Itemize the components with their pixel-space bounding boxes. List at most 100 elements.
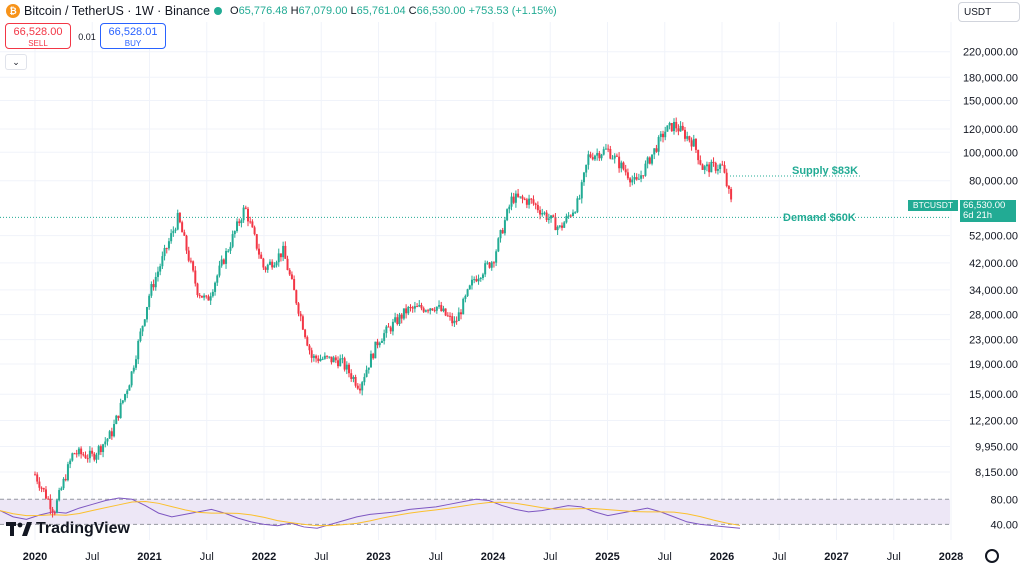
candle-body	[214, 282, 217, 292]
tradingview-logo[interactable]: TradingView	[6, 519, 130, 539]
candle-body	[550, 215, 553, 219]
candle-body	[268, 261, 271, 265]
candle-body	[701, 164, 704, 170]
candle-body	[389, 327, 392, 332]
chevron-down-icon[interactable]: ⌄	[5, 54, 27, 70]
candle-body	[361, 382, 364, 391]
gear-icon[interactable]	[985, 549, 999, 563]
rsi-tick-label: 80.00	[990, 494, 1018, 506]
candle-body	[514, 193, 517, 203]
candle-body	[624, 169, 627, 173]
price-tick-label: 19,000.00	[969, 359, 1018, 371]
candle-body	[91, 450, 94, 454]
open-value: 65,776.48	[238, 5, 288, 17]
candle-body	[156, 271, 159, 277]
candle-body	[55, 500, 58, 513]
candle-body	[620, 162, 623, 169]
price-tick-label: 9,950.00	[975, 442, 1018, 454]
candle-body	[145, 307, 148, 320]
candle-body	[367, 367, 370, 370]
candle-body	[675, 121, 678, 129]
candle-body	[75, 453, 78, 455]
sell-button[interactable]: 66,528.00 SELL	[5, 23, 71, 49]
candle-body	[293, 279, 296, 291]
candle-body	[508, 206, 511, 210]
candle-body	[167, 241, 170, 249]
spread-value: 0.01	[78, 32, 96, 42]
high-label: H	[290, 5, 299, 17]
candle-body	[64, 478, 67, 481]
candle-body	[633, 177, 636, 180]
candle-body	[227, 250, 230, 252]
currency-select[interactable]: USDT	[958, 2, 1020, 22]
price-tick-label: 150,000.00	[963, 96, 1018, 108]
candle-body	[218, 265, 221, 276]
price-tick-label: 8,150.00	[975, 467, 1018, 479]
change-value: +753.53 (+1.15%)	[468, 5, 557, 17]
candle-body	[523, 198, 526, 200]
candle-body	[622, 162, 625, 170]
candle-body	[209, 296, 212, 301]
symbol-title[interactable]: Bitcoin / TetherUS · 1W · Binance	[24, 4, 210, 18]
candle-body	[42, 488, 45, 490]
time-tick-label: 2025	[595, 551, 619, 563]
candle-body	[455, 320, 458, 322]
candle-body	[670, 123, 673, 132]
last-price-tag: BTCUSDT 66,530.00 6d 21h	[908, 200, 1016, 222]
candle-body	[541, 213, 544, 215]
candle-body	[343, 358, 346, 370]
candle-body	[539, 210, 542, 215]
candle-body	[708, 164, 711, 173]
candle-body	[602, 149, 605, 155]
candle-body	[106, 438, 109, 442]
time-tick-label: Jul	[543, 551, 557, 563]
candle-body	[51, 509, 54, 513]
candle-body	[84, 455, 87, 459]
candle-body	[593, 155, 596, 160]
candle-body	[431, 308, 434, 311]
candle-body	[207, 296, 210, 301]
candle-body	[697, 149, 700, 161]
price-tick-label: 180,000.00	[963, 72, 1018, 84]
sell-price: 66,528.00	[13, 26, 63, 38]
candle-body	[47, 498, 50, 500]
candle-body	[115, 415, 118, 425]
candle-body	[141, 325, 144, 332]
candle-body	[198, 295, 201, 297]
candle-body	[315, 355, 318, 359]
candle-body	[582, 172, 585, 183]
open-label: O	[230, 5, 239, 17]
candle-body	[587, 154, 590, 165]
candle-body	[337, 360, 340, 367]
buy-button[interactable]: 66,528.01 BUY	[100, 23, 166, 49]
candle-body	[626, 172, 629, 179]
candle-body	[730, 188, 733, 200]
candle-body	[420, 305, 423, 309]
candle-body	[484, 263, 487, 275]
candle-body	[348, 364, 351, 374]
candle-body	[703, 166, 706, 170]
candle-body	[503, 220, 506, 234]
candle-body	[402, 308, 405, 319]
candle-body	[183, 232, 186, 236]
candle-body	[536, 204, 539, 211]
candle-body	[290, 274, 293, 280]
candle-body	[424, 310, 427, 312]
candle-body	[363, 376, 366, 383]
candle-body	[686, 136, 689, 139]
candle-body	[301, 316, 304, 330]
candle-body	[422, 308, 425, 312]
candle-body	[655, 148, 658, 152]
chart-grid	[0, 22, 952, 540]
candle-body	[556, 226, 559, 231]
candle-body	[591, 157, 594, 160]
candle-body	[418, 305, 421, 307]
candle-body	[192, 261, 195, 271]
candle-body	[598, 153, 601, 159]
candle-body	[699, 160, 702, 165]
price-tag-symbol: BTCUSDT	[908, 200, 958, 211]
candle-body	[225, 251, 228, 264]
buy-price: 66,528.01	[108, 26, 158, 38]
tradingview-wordmark: TradingView	[36, 520, 130, 537]
